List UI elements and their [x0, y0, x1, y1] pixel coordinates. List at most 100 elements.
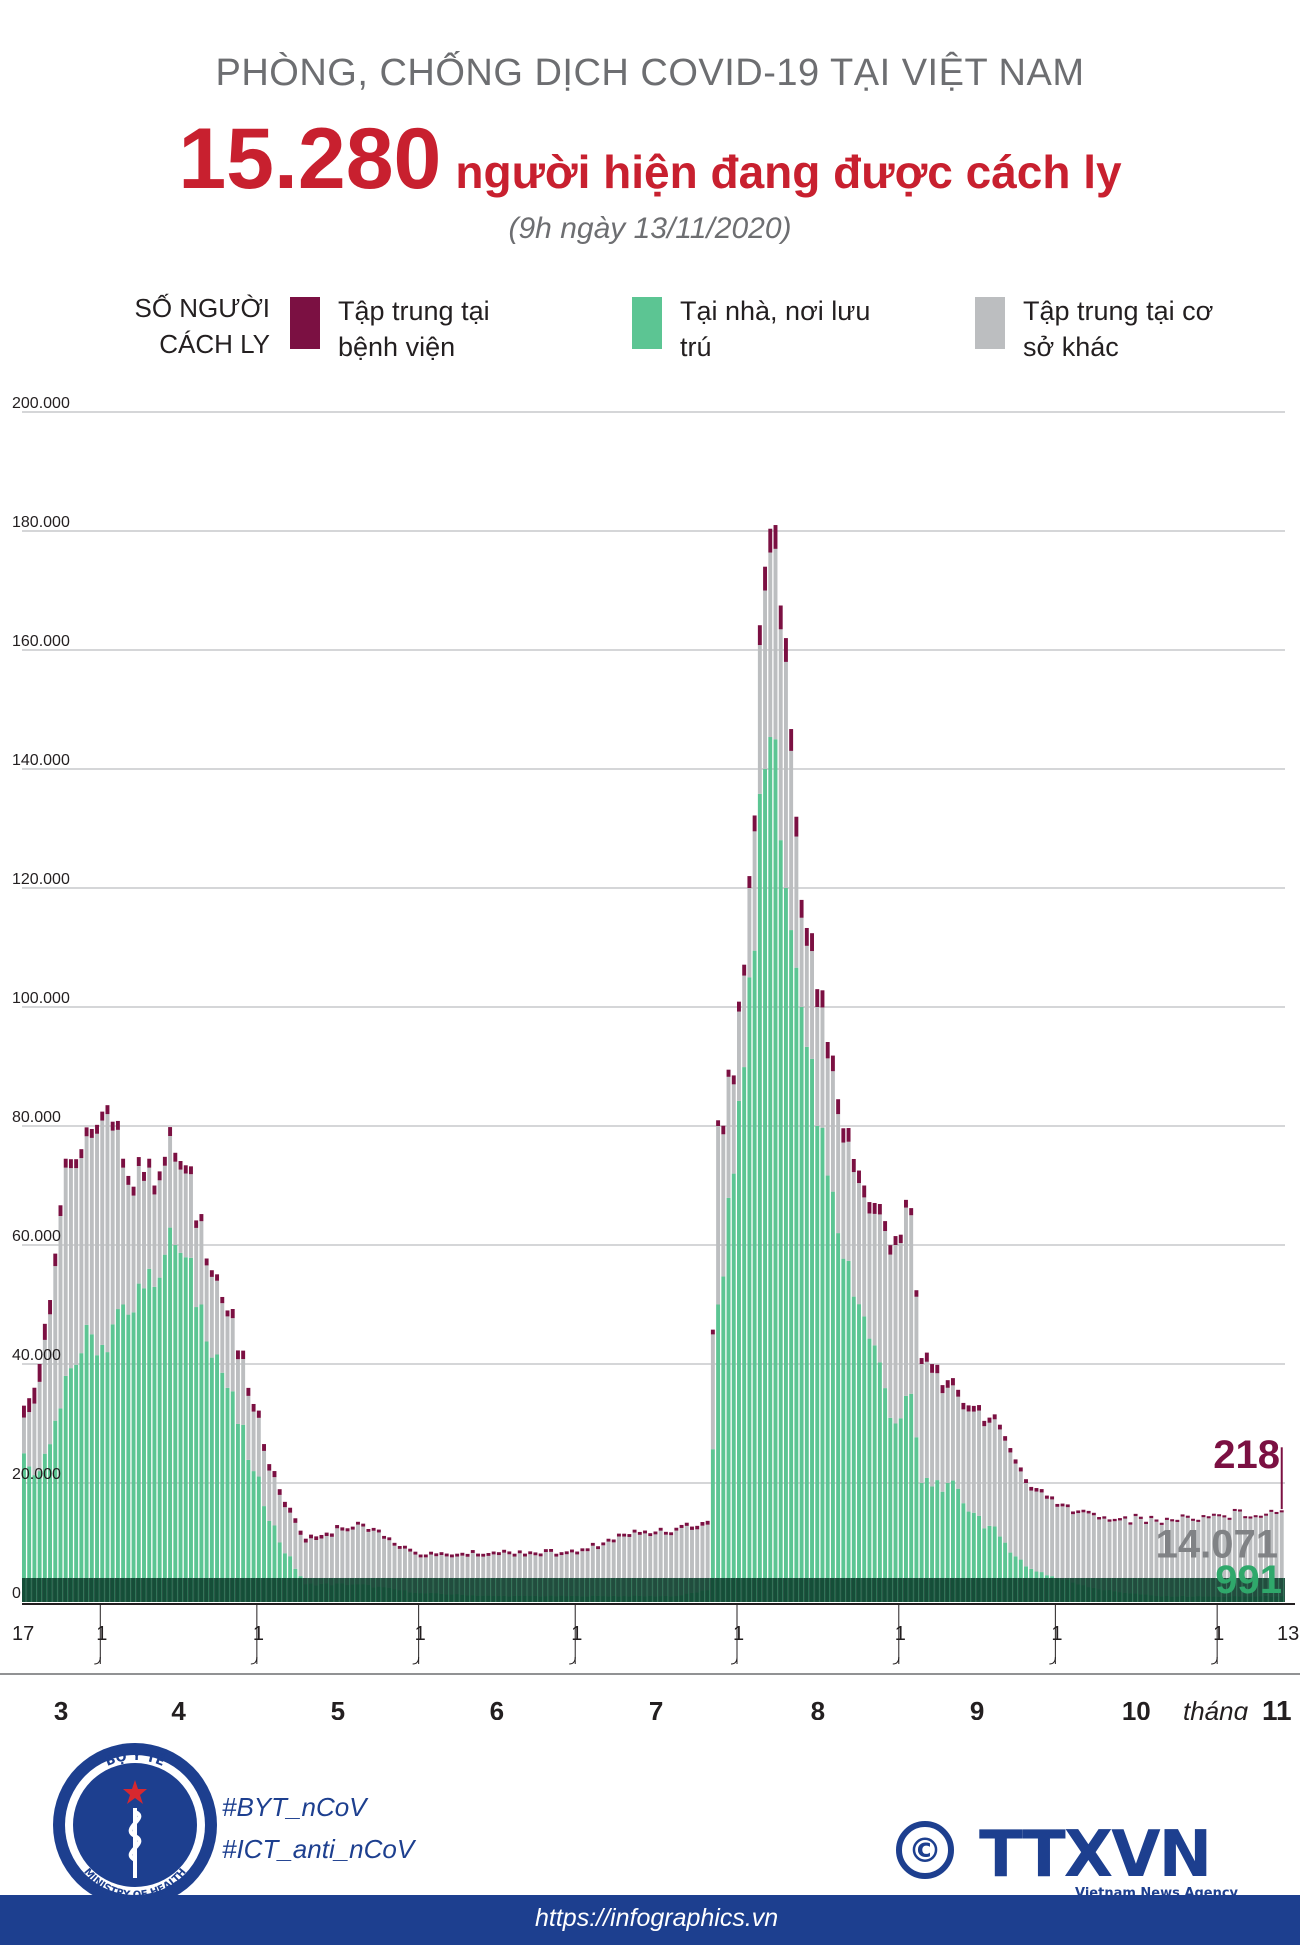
bar-segment-hospital [893, 1236, 898, 1245]
bar-segment-home [178, 1252, 183, 1602]
bar-segment-home [961, 1503, 966, 1602]
bar-segment-hospital [1180, 1514, 1185, 1517]
bar-segment-other [742, 975, 747, 1068]
bar-segment-home [105, 1352, 110, 1602]
bar-segment-hospital [1055, 1503, 1060, 1507]
bar-segment-home [909, 1393, 914, 1602]
bar-segment-home [710, 1449, 715, 1602]
bar-segment-other [789, 750, 794, 931]
bar-segment-home [95, 1355, 99, 1602]
bar-segment-other [1175, 1521, 1180, 1597]
month-label: 6 [490, 1696, 504, 1720]
bar-segment-hospital [1091, 1512, 1096, 1516]
star-icon [123, 1780, 147, 1804]
bar-segment-other [1144, 1523, 1149, 1595]
bar-segment-hospital [251, 1403, 256, 1412]
bar-segment-hospital [700, 1522, 705, 1526]
bar-segment-hospital [22, 1405, 26, 1418]
bar-segment-other [366, 1531, 371, 1585]
bar-segment-other [126, 1184, 131, 1315]
bar-segment-hospital [168, 1127, 173, 1136]
bar-segment-other [977, 1410, 981, 1516]
snake-icon [128, 1810, 142, 1862]
legend-label-home: Tại nhà, nơi lưu trú [680, 296, 871, 362]
bar-segment-other [324, 1536, 329, 1584]
bar-segment-other [53, 1266, 58, 1421]
bar-segment-other [716, 1126, 721, 1305]
bar-segment-home [716, 1304, 721, 1602]
bar-segment-hospital [157, 1171, 162, 1181]
bar-segment-hospital [830, 1055, 835, 1072]
bar-segment-hospital [173, 1152, 178, 1162]
y-tick-label: 40.000 [12, 1347, 61, 1364]
bar-segment-hospital [1112, 1518, 1117, 1522]
copyright-icon: © [908, 1831, 942, 1871]
bar-segment-home [893, 1423, 898, 1602]
bar-segment-hospital [350, 1526, 355, 1530]
bar-segment-other [142, 1180, 146, 1289]
bar-segment-home [904, 1395, 908, 1602]
bar-segment-other [679, 1527, 684, 1596]
bar-segment-other [152, 1194, 157, 1287]
bar-segment-hospital [434, 1553, 439, 1557]
bar-segment-home [810, 1058, 814, 1602]
bar-segment-other [1102, 1518, 1107, 1591]
bar-segment-home [862, 1316, 867, 1602]
bar-segment-other [904, 1207, 908, 1396]
bar-segment-home [100, 1344, 105, 1602]
bar-segment-home [857, 1304, 861, 1602]
footer-url[interactable]: https://infographics.vn [535, 1904, 779, 1932]
bar-segment-other [68, 1168, 73, 1369]
bar-segment-home [914, 1437, 919, 1602]
bar-segment-other [105, 1114, 110, 1353]
bar-segment-home [846, 1260, 851, 1602]
bar-segment-other [637, 1534, 642, 1596]
bar-segment-hospital [679, 1524, 684, 1528]
bar-segment-other [220, 1303, 225, 1373]
bar-segment-hospital [997, 1424, 1002, 1430]
bar-segment-home [940, 1491, 945, 1602]
bar-segment-home [726, 1197, 731, 1602]
bar-segment-hospital [491, 1551, 496, 1555]
moh-top-text: BỘ Y TẾ [103, 1748, 167, 1769]
legend-swatch-hospital [290, 297, 320, 349]
bar-segment-hospital [27, 1398, 32, 1413]
bar-segment-other [836, 1114, 841, 1234]
bar-segment-hospital [376, 1529, 381, 1533]
bar-segment-hospital [909, 1208, 914, 1216]
bar-segment-other [371, 1530, 376, 1588]
bar-segment-hospital [523, 1553, 527, 1557]
legend-item-other: Tập trung tại cơ sở khác [975, 293, 1233, 365]
day-label: 1 [733, 1623, 744, 1645]
bar-segment-other [778, 629, 783, 841]
bar-segment-hospital [846, 1128, 851, 1142]
bar-segment-other [288, 1512, 293, 1557]
bar-segment-other [507, 1554, 512, 1597]
bar-segment-other [444, 1556, 449, 1595]
bar-segment-other [820, 1007, 825, 1128]
bar-segment-other [429, 1554, 433, 1593]
bar-segment-other [1154, 1521, 1159, 1597]
bar-segment-other [1201, 1517, 1206, 1597]
bar-segment-hospital [126, 1175, 131, 1185]
bar-segment-other [596, 1549, 601, 1596]
bar-segment-other [1050, 1499, 1055, 1577]
bar-segment-home [820, 1127, 825, 1602]
bar-segment-other [267, 1470, 272, 1521]
bar-segment-other [455, 1556, 460, 1595]
bar-segment-other [309, 1538, 313, 1584]
bar-segment-home [930, 1486, 935, 1602]
bar-segment-hospital [1013, 1459, 1018, 1464]
bar-segment-hospital [340, 1527, 345, 1531]
bar-segment-other [100, 1120, 105, 1345]
bar-segment-hospital [1232, 1508, 1237, 1512]
bar-segment-hospital [142, 1171, 146, 1181]
bar-segment-hospital [549, 1549, 554, 1552]
bar-segment-home [168, 1227, 173, 1602]
supertitle: PHÒNG, CHỐNG DỊCH COVID-19 TẠI VIỆT NAM [215, 52, 1085, 94]
bar-segment-home [997, 1536, 1002, 1602]
bar-segment-other [945, 1387, 950, 1483]
bar-segment-other [382, 1538, 387, 1588]
bar-segment-hospital [1217, 1514, 1222, 1517]
bar-segment-hospital [267, 1464, 272, 1471]
